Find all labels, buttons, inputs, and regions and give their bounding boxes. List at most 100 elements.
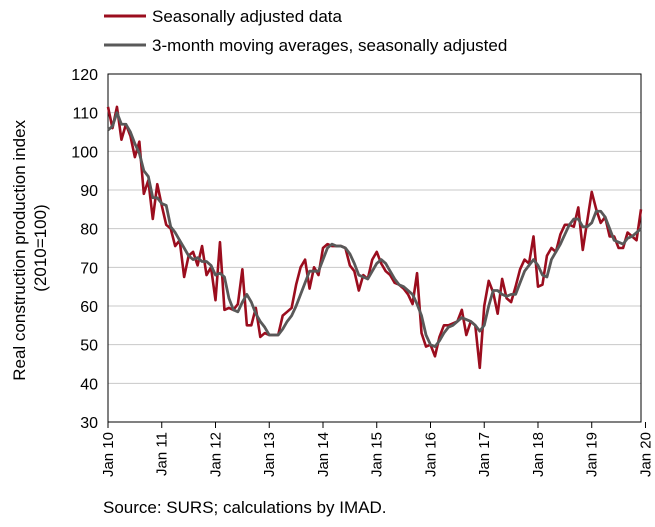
data-point (474, 324, 476, 326)
data-point (443, 332, 445, 334)
data-point (573, 218, 575, 220)
data-point (412, 303, 414, 305)
data-point (385, 270, 387, 272)
data-point (215, 299, 217, 301)
data-point (327, 247, 329, 249)
data-point (107, 129, 109, 131)
data-point (125, 123, 127, 125)
data-point (483, 305, 485, 307)
data-point (165, 205, 167, 207)
data-point (129, 131, 131, 133)
data-point (313, 266, 315, 268)
data-point (501, 294, 503, 296)
data-point (461, 309, 463, 311)
data-point (510, 294, 512, 296)
y-axis-label-line-1: Real construction production index (10, 119, 29, 380)
data-point (591, 191, 593, 193)
data-point (250, 301, 252, 303)
legend: Seasonally adjusted data 3-month moving … (104, 7, 507, 55)
data-point (533, 259, 535, 261)
data-point (636, 239, 638, 241)
data-point (309, 288, 311, 290)
data-point (506, 295, 508, 297)
data-point (255, 313, 257, 315)
data-point (631, 236, 633, 238)
data-point (156, 183, 158, 185)
data-point (241, 268, 243, 270)
data-point (318, 270, 320, 272)
data-point (215, 274, 217, 276)
data-point (640, 228, 642, 230)
series-line-seasonally-adjusted (106, 105, 643, 370)
data-point (488, 280, 490, 282)
data-point (416, 303, 418, 305)
data-point (112, 125, 114, 127)
data-point (577, 207, 579, 209)
data-point (291, 307, 293, 309)
data-point (394, 278, 396, 280)
data-point (613, 239, 615, 241)
data-point (349, 265, 351, 267)
data-point (233, 309, 235, 311)
data-point (300, 294, 302, 296)
data-point (434, 355, 436, 357)
data-point (394, 282, 396, 284)
y-axis-label-line-2: (2010=100) (31, 204, 50, 291)
data-point (515, 286, 517, 288)
data-point (497, 290, 499, 292)
data-point (268, 334, 270, 336)
data-point (246, 294, 248, 296)
data-point (559, 243, 561, 245)
data-point (286, 321, 288, 323)
data-point (250, 324, 252, 326)
data-point (524, 270, 526, 272)
y-tick-label: 40 (80, 376, 98, 393)
data-point (353, 270, 355, 272)
data-point (492, 290, 494, 292)
data-point (403, 286, 405, 288)
data-point (318, 274, 320, 276)
data-point (483, 324, 485, 326)
data-point (488, 305, 490, 307)
data-point (443, 324, 445, 326)
data-point (622, 243, 624, 245)
data-point (546, 276, 548, 278)
data-point (582, 249, 584, 251)
data-point (165, 224, 167, 226)
data-point (358, 274, 360, 276)
data-point (452, 324, 454, 326)
data-point (161, 203, 163, 205)
y-axis-ticks: 30 40 50 60 70 80 90 100 110 120 (71, 67, 98, 432)
data-point (367, 278, 369, 280)
x-tick-label: Jan 19 (584, 432, 601, 477)
data-point (376, 263, 378, 265)
data-point (201, 245, 203, 247)
data-point (551, 247, 553, 249)
data-point (192, 251, 194, 253)
data-point (537, 265, 539, 267)
data-point (501, 278, 503, 280)
data-point (618, 241, 620, 243)
data-point (519, 268, 521, 270)
x-tick-label: Jan 13 (261, 432, 278, 477)
x-tick-label: Jan 16 (422, 432, 439, 477)
data-point (448, 326, 450, 328)
data-point (228, 297, 230, 299)
data-point (147, 176, 149, 178)
data-point (349, 253, 351, 255)
data-point (224, 309, 226, 311)
y-tick-label: 100 (71, 144, 98, 161)
x-tick-label: Jan 18 (530, 432, 547, 477)
y-tick-label: 60 (80, 299, 98, 316)
x-tick-label: Jan 20 (637, 432, 654, 477)
data-point (456, 321, 458, 323)
plot-area-border (107, 73, 642, 423)
data-point (241, 301, 243, 303)
data-point (407, 294, 409, 296)
data-point (210, 265, 212, 267)
data-point (264, 326, 266, 328)
data-point (152, 197, 154, 199)
data-point (228, 307, 230, 309)
x-tick-label: Jan 12 (207, 432, 224, 477)
